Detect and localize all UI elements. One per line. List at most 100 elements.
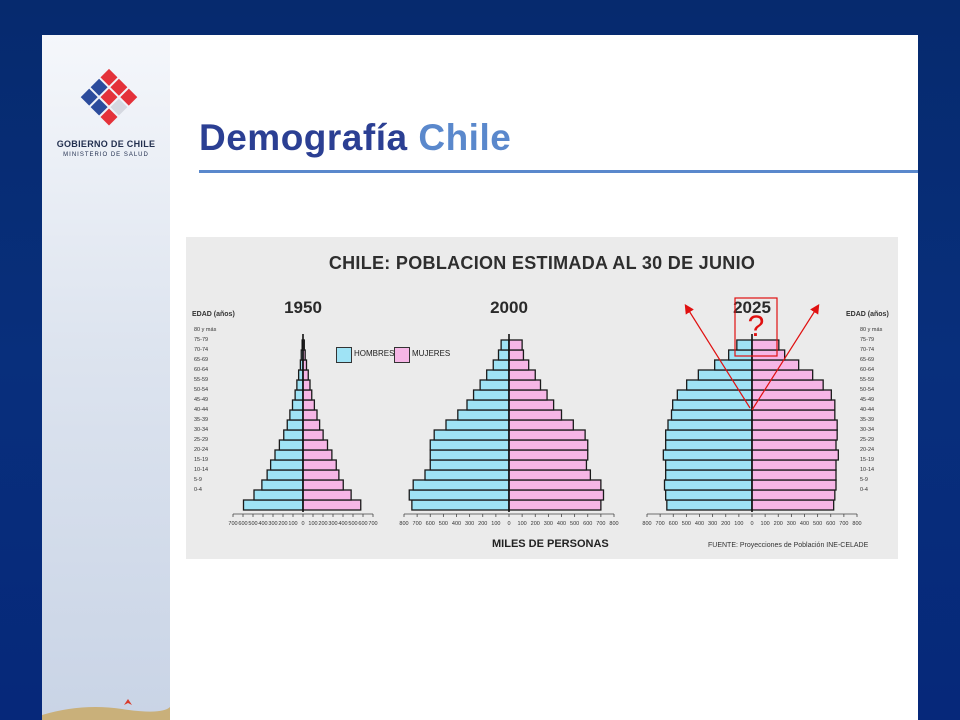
title-underline xyxy=(199,170,918,173)
x-tick-label-1950: 700 xyxy=(228,521,237,527)
arrow-left-icon xyxy=(684,303,751,409)
source-note: FUENTE: Proyecciones de Población INE-CE… xyxy=(708,542,869,549)
x-tick-label-2000: 400 xyxy=(557,521,566,527)
age-group-label: 75-79 xyxy=(194,337,209,343)
x-tick-label-2000: 700 xyxy=(596,521,605,527)
age-group-label: 70-74 xyxy=(194,347,209,353)
x-tick-label-2025: 0 xyxy=(750,521,753,527)
age-group-label: 80 y más xyxy=(860,327,883,333)
x-tick-label-2000: 700 xyxy=(413,521,422,527)
title-word-2: Chile xyxy=(418,117,512,158)
question-mark-annotation: ? xyxy=(747,310,765,343)
x-tick-label-2025: 500 xyxy=(682,521,691,527)
age-group-label: 65-69 xyxy=(194,357,209,363)
title-word-1: Demografía xyxy=(199,117,408,158)
x-tick-label-1950: 400 xyxy=(258,521,267,527)
pyramids-svg: 700 600 500 400 300 200 100 0 100 200 300 400 500 600… xyxy=(228,298,861,527)
age-group-label: 0-4 xyxy=(860,487,868,493)
age-group-label: 5-9 xyxy=(194,477,202,483)
chart-title: CHILE: POBLACION ESTIMADA AL 30 DE JUNIO xyxy=(328,253,756,273)
x-tick-label-2025: 400 xyxy=(800,521,809,527)
age-group-label: 50-54 xyxy=(860,387,875,393)
age-group-label: 45-49 xyxy=(194,397,209,403)
age-group-label: 10-14 xyxy=(860,467,875,473)
year-label-2000: 2000 xyxy=(490,298,528,317)
y-axis-title-left: EDAD (años) xyxy=(192,311,235,318)
age-group-label: 60-64 xyxy=(860,367,875,373)
x-tick-label-1950: 300 xyxy=(328,521,337,527)
page-title: Demografía Chile xyxy=(199,117,511,159)
age-group-label: 65-69 xyxy=(860,357,875,363)
x-tick-label-1950: 400 xyxy=(338,521,347,527)
age-group-label: 60-64 xyxy=(194,367,209,373)
x-axis-label: MILES DE PERSONAS xyxy=(492,538,609,550)
age-group-label: 70-74 xyxy=(860,347,875,353)
logo-name: GOBIERNO DE CHILE xyxy=(56,139,156,149)
age-group-label: 35-39 xyxy=(194,417,209,423)
x-tick-label-2025: 300 xyxy=(787,521,796,527)
age-group-label: 35-39 xyxy=(860,417,875,423)
age-group-label: 55-59 xyxy=(194,377,209,383)
age-group-label: 30-34 xyxy=(194,427,209,433)
x-tick-label-2025: 300 xyxy=(708,521,717,527)
age-group-label: 0-4 xyxy=(194,487,202,493)
x-tick-label-2025: 200 xyxy=(774,521,783,527)
age-group-label: 15-19 xyxy=(860,457,875,463)
x-tick-label-1950: 200 xyxy=(278,521,287,527)
x-tick-label-2000: 0 xyxy=(507,521,510,527)
age-group-label: 25-29 xyxy=(860,437,875,443)
x-tick-label-1950: 500 xyxy=(248,521,257,527)
x-tick-label-2000: 300 xyxy=(544,521,553,527)
x-tick-label-2000: 100 xyxy=(518,521,527,527)
x-tick-label-2000: 200 xyxy=(531,521,540,527)
sidebar: GOBIERNO DE CHILE MINISTERIO DE SALUD xyxy=(42,35,170,720)
x-tick-label-2000: 400 xyxy=(452,521,461,527)
x-tick-label-1950: 100 xyxy=(308,521,317,527)
year-label-1950: 1950 xyxy=(284,298,322,317)
arrow-right-icon xyxy=(751,303,820,411)
x-tick-label-1950: 100 xyxy=(288,521,297,527)
x-tick-label-2025: 200 xyxy=(721,521,730,527)
age-group-label: 75-79 xyxy=(860,337,875,343)
age-group-label: 40-44 xyxy=(860,407,875,413)
age-group-label: 20-24 xyxy=(194,447,209,453)
age-group-label: 25-29 xyxy=(194,437,209,443)
age-group-label: 55-59 xyxy=(860,377,875,383)
age-group-label: 10-14 xyxy=(194,467,209,473)
legend-label-mujeres: MUJERES xyxy=(412,349,451,358)
x-tick-label-2025: 600 xyxy=(669,521,678,527)
age-group-label: 15-19 xyxy=(194,457,209,463)
gobierno-de-chile-logo-icon xyxy=(80,68,138,126)
y-axis-title-right: EDAD (años) xyxy=(846,311,889,318)
question-box xyxy=(734,297,778,357)
landscape-decoration-icon xyxy=(42,699,170,720)
x-tick-label-2000: 800 xyxy=(399,521,408,527)
x-tick-label-2000: 200 xyxy=(478,521,487,527)
x-tick-label-2025: 600 xyxy=(826,521,835,527)
x-tick-label-1950: 500 xyxy=(348,521,357,527)
x-tick-label-1950: 700 xyxy=(368,521,377,527)
legend-label-hombres: HOMBRES xyxy=(354,349,395,358)
x-tick-label-1950: 600 xyxy=(358,521,367,527)
x-tick-label-2025: 700 xyxy=(839,521,848,527)
age-group-label: 50-54 xyxy=(194,387,209,393)
age-group-label: 45-49 xyxy=(860,397,875,403)
x-tick-label-2025: 100 xyxy=(761,521,770,527)
age-group-label: 80 y más xyxy=(194,327,217,333)
population-pyramid-figure: CHILE: POBLACION ESTIMADA AL 30 DE JUNIO… xyxy=(186,237,898,559)
year-label-2025: 2025 xyxy=(733,298,771,317)
x-tick-label-1950: 300 xyxy=(268,521,277,527)
x-tick-label-1950: 600 xyxy=(238,521,247,527)
x-tick-label-1950: 0 xyxy=(301,521,304,527)
x-tick-label-1950: 200 xyxy=(318,521,327,527)
x-tick-label-2000: 300 xyxy=(465,521,474,527)
logo-ministry: MINISTERIO DE SALUD xyxy=(63,152,149,158)
x-tick-label-2025: 500 xyxy=(813,521,822,527)
x-tick-label-2000: 500 xyxy=(570,521,579,527)
x-tick-label-2025: 800 xyxy=(852,521,861,527)
age-group-label: 30-34 xyxy=(860,427,875,433)
x-tick-label-2025: 800 xyxy=(642,521,651,527)
x-tick-label-2000: 600 xyxy=(426,521,435,527)
age-group-label: 20-24 xyxy=(860,447,875,453)
